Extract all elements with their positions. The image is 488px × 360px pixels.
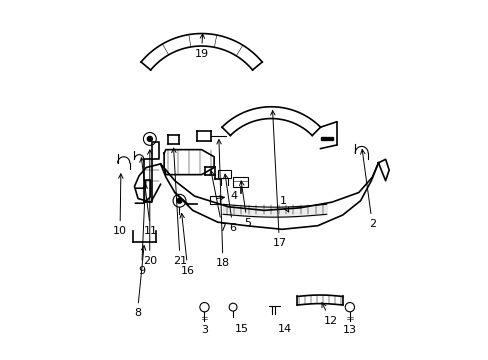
Text: 12: 12 xyxy=(321,303,337,325)
Text: 11: 11 xyxy=(140,158,158,236)
Text: 3: 3 xyxy=(201,325,207,335)
Bar xyxy=(233,177,247,187)
Bar xyxy=(209,197,220,204)
Text: 7: 7 xyxy=(209,171,225,233)
Text: 14: 14 xyxy=(277,324,291,334)
Text: 20: 20 xyxy=(142,150,157,266)
Text: 13: 13 xyxy=(342,325,356,335)
Text: 6: 6 xyxy=(223,174,236,233)
Bar xyxy=(324,137,326,140)
Bar xyxy=(321,137,323,140)
Text: 18: 18 xyxy=(216,140,229,269)
Text: 4: 4 xyxy=(217,190,238,201)
Bar xyxy=(327,137,329,140)
Text: 15: 15 xyxy=(234,324,248,334)
Circle shape xyxy=(147,136,152,141)
Text: 19: 19 xyxy=(194,34,208,59)
Circle shape xyxy=(177,198,182,203)
Text: 10: 10 xyxy=(113,174,127,236)
Text: 1: 1 xyxy=(279,196,288,212)
Text: 16: 16 xyxy=(180,213,195,276)
Bar xyxy=(217,170,231,178)
Text: 9: 9 xyxy=(138,184,147,276)
Text: 2: 2 xyxy=(360,149,375,229)
Text: 5: 5 xyxy=(239,181,250,228)
Text: 8: 8 xyxy=(134,246,145,319)
Text: 17: 17 xyxy=(270,111,286,248)
Bar xyxy=(330,137,333,140)
Text: 21: 21 xyxy=(171,148,187,266)
